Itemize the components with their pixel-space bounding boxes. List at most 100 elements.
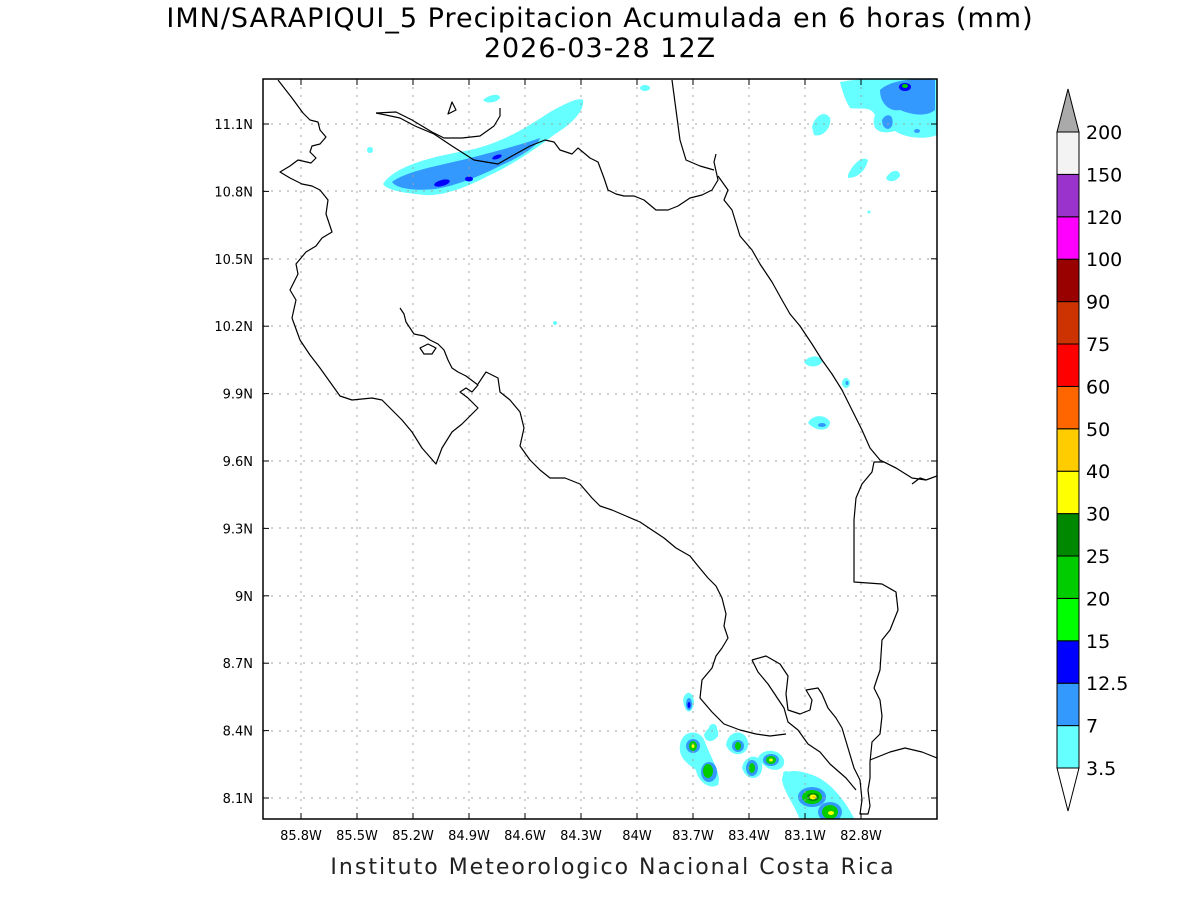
colorbar-swatch	[1056, 682, 1080, 727]
rain-area-central-dot-2	[867, 210, 871, 214]
colorbar-label: 25	[1086, 546, 1110, 568]
footer-credit: Instituto Meteorologico Nacional Costa R…	[330, 855, 896, 880]
rain-area-north-max-2	[465, 176, 473, 182]
lat-tick-label: 10.8N	[214, 185, 253, 200]
rain-area-caribbean-1	[804, 356, 822, 367]
colorbar	[1056, 88, 1080, 812]
rain-area-south-7-yellow-b	[828, 811, 834, 815]
rain-area-northeast-core	[880, 79, 935, 115]
colorbar-label: 15	[1086, 631, 1110, 653]
colorbar-label: 60	[1086, 376, 1110, 398]
colorbar-swatch	[1056, 513, 1080, 557]
small-island-north	[447, 101, 457, 115]
rain-area-south-8	[709, 724, 717, 732]
colorbar-label: 75	[1086, 334, 1110, 356]
coastlines	[277, 79, 937, 815]
colorbar-bottom-arrow	[1056, 767, 1080, 812]
rain-area-northeast-small-6	[640, 85, 650, 91]
colorbar-label: 40	[1086, 461, 1110, 483]
colorbar-label: 30	[1086, 504, 1110, 526]
lon-tick-label: 84.9W	[448, 829, 490, 844]
rain-area-south-9	[783, 771, 789, 777]
plot-frame	[262, 78, 938, 820]
colorbar-top-arrow	[1056, 88, 1080, 133]
rain-area-northeast-core-2	[882, 115, 893, 129]
rain-area-south-1-max	[687, 702, 691, 708]
colorbar-label: 7	[1086, 716, 1098, 738]
colorbar-label: 50	[1086, 419, 1110, 441]
rain-area-south-7-orange	[812, 796, 816, 798]
colorbar-label: 120	[1086, 207, 1122, 229]
colorbar-swatch	[1056, 470, 1080, 515]
colorbar-swatch	[1056, 428, 1080, 472]
nicoya-island	[419, 343, 437, 355]
rain-area-south-4-green	[735, 742, 741, 750]
lon-tick-label: 85.2W	[392, 829, 434, 844]
rain-area-caribbean-2	[808, 416, 830, 430]
lat-tick-label: 8.1N	[223, 792, 253, 807]
lat-tick-label: 8.7N	[223, 657, 253, 672]
colorbar-swatch	[1056, 555, 1080, 599]
colorbar-swatch	[1056, 385, 1080, 430]
latitude-labels: 11.1N 10.8N 10.5N 10.2N 9.9N 9.6N 9.3N 9N 8.7N 8.…	[214, 118, 253, 807]
lat-tick-label: 8.4N	[223, 725, 253, 740]
rain-area-caribbean-3-core	[845, 381, 849, 385]
colorbar-swatch	[1056, 131, 1080, 175]
colorbar-swatch	[1056, 216, 1080, 260]
panama-border	[853, 461, 899, 689]
rain-area-northeast-small-1	[812, 114, 831, 136]
precipitation-fields	[367, 79, 937, 819]
rain-area-north-small	[483, 94, 500, 103]
nicaragua-lake-shore	[375, 112, 719, 211]
lat-tick-label: 10.2N	[214, 320, 253, 335]
osa-peninsula	[751, 655, 883, 815]
lat-tick-label: 10.5N	[214, 253, 253, 268]
colorbar-swatch	[1056, 725, 1080, 769]
rain-area-north-max-3	[492, 154, 502, 160]
colorbar-label: 150	[1086, 164, 1122, 186]
colorbar-label: 3.5	[1086, 758, 1116, 780]
rain-area-caribbean-2-core	[818, 423, 826, 427]
lat-tick-label: 11.1N	[214, 118, 253, 133]
lat-tick-label: 9.9N	[223, 388, 253, 403]
rain-area-northeast-small-3	[886, 170, 900, 182]
tick-marks	[263, 79, 937, 819]
lat-tick-label: 9.3N	[223, 522, 253, 537]
colorbar-label: 20	[1086, 588, 1110, 610]
rain-area-north-band-core	[392, 138, 540, 190]
rain-area-central-dot	[553, 321, 557, 325]
nicaragua-coast	[277, 79, 479, 465]
nicaragua-east-border	[671, 79, 715, 171]
rain-area-northeast-small-5	[914, 129, 920, 133]
colorbar-label: 90	[1086, 292, 1110, 314]
colorbar-label: 12.5	[1086, 673, 1128, 695]
rain-area-south-5-green	[749, 763, 755, 773]
lon-tick-label: 83.7W	[672, 829, 714, 844]
lon-tick-label: 84W	[622, 829, 652, 844]
colorbar-label: 200	[1086, 122, 1122, 144]
map-date: 2026-03-28 12Z	[483, 33, 717, 64]
lon-tick-label: 83.1W	[784, 829, 826, 844]
lon-tick-label: 85.8W	[280, 829, 322, 844]
colorbar-swatch	[1056, 640, 1080, 684]
east-islands	[911, 477, 927, 485]
colorbar-swatch	[1056, 258, 1080, 303]
map-title: IMN/SARAPIQUI_5 Precipitacion Acumulada …	[166, 3, 1034, 34]
lon-tick-label: 84.3W	[560, 829, 602, 844]
lon-tick-label: 84.6W	[504, 829, 546, 844]
rain-area-north-max-1	[434, 179, 450, 187]
rain-area-northeast-small-7	[843, 84, 857, 92]
rain-area-south-2-yellow	[691, 744, 695, 748]
caribbean-coast	[717, 175, 937, 481]
rain-area-north-dot	[367, 147, 373, 153]
rain-area-south-6-yellow	[769, 758, 773, 762]
graticule	[263, 79, 937, 819]
lat-tick-label: 9N	[235, 590, 253, 605]
colorbar-swatch	[1056, 343, 1080, 387]
golfo-dulce	[751, 659, 857, 791]
panama-south-coast	[869, 747, 937, 761]
lon-tick-label: 85.5W	[336, 829, 378, 844]
colorbar-swatch	[1056, 173, 1080, 218]
rain-area-northeast-small-2	[848, 158, 868, 178]
